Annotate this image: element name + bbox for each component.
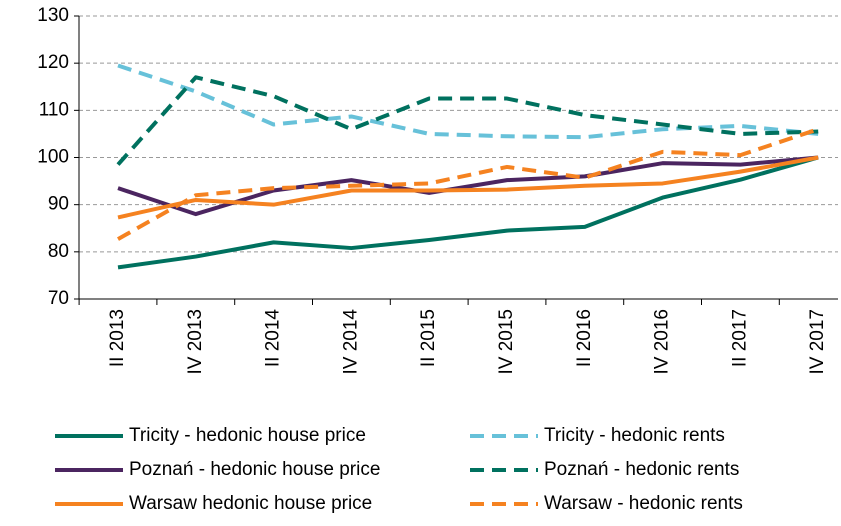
legend-label: Warsaw hedonic house price xyxy=(129,493,372,514)
series-line xyxy=(117,155,819,220)
y-tick-label: 120 xyxy=(37,52,69,73)
x-tick-label: II 2016 xyxy=(574,309,595,367)
x-tick-label: IV 2014 xyxy=(340,309,361,375)
x-tick-label: IV 2013 xyxy=(185,309,206,375)
x-tick-label: IV 2015 xyxy=(496,309,517,375)
legend-label: Poznań - hedonic house price xyxy=(129,459,380,480)
y-tick-label: 70 xyxy=(48,288,69,309)
y-tick-label: 100 xyxy=(37,147,69,168)
y-tick-label: 130 xyxy=(37,5,69,26)
x-tick-label: II 2017 xyxy=(729,309,750,367)
x-tick-label: II 2014 xyxy=(263,309,284,368)
y-tick-label: 110 xyxy=(39,99,69,120)
x-tick-label: II 2015 xyxy=(418,309,439,367)
legend-label: Tricity - hedonic house price xyxy=(129,425,366,446)
series-line xyxy=(117,127,819,241)
x-tick-label: IV 2017 xyxy=(807,309,828,375)
series-line xyxy=(117,155,819,270)
legend-label: Warsaw - hedonic rents xyxy=(544,493,743,514)
legend-label: Tricity - hedonic rents xyxy=(544,425,725,446)
series-line xyxy=(117,63,819,140)
x-tick-label: II 2013 xyxy=(107,309,128,367)
legend-label: Poznań - hedonic rents xyxy=(544,459,739,480)
series-line xyxy=(116,75,819,166)
x-tick-label: IV 2016 xyxy=(652,309,673,375)
y-tick-label: 80 xyxy=(48,241,69,262)
y-tick-label: 90 xyxy=(48,194,69,215)
